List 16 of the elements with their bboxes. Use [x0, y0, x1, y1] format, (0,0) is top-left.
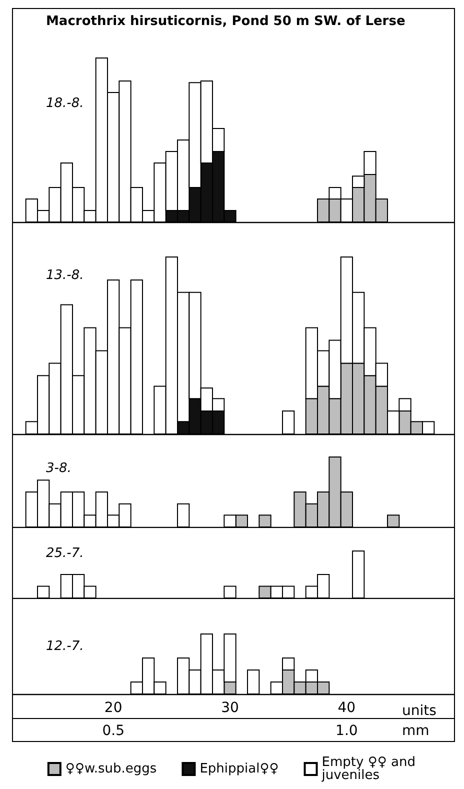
x-axis-title: units	[402, 703, 436, 719]
legend-label: Empty ♀♀ and juveniles	[320, 755, 420, 783]
chart-subtitle: 25.-7.	[46, 546, 84, 561]
x2-tick-label: 1.0	[336, 723, 358, 739]
chart-title: Macrothrix hirsuticornis, Pond 50 m SW. of Lerse	[46, 14, 406, 29]
x-tick-label: 30	[221, 700, 239, 716]
legend-label: Ephippial♀♀	[200, 762, 279, 776]
text: 13.-8.	[46, 268, 84, 283]
x-tick-label: 20	[104, 700, 122, 716]
legend-label: ♀♀w.sub.eggs	[65, 762, 157, 776]
x2-axis-title: mm	[402, 723, 430, 739]
chart-subtitle: 3-8.	[46, 461, 72, 476]
x2-tick-label: 0.5	[102, 723, 124, 739]
text: 18.-8.	[46, 96, 84, 111]
chart-subtitle: 12.-7.	[46, 639, 84, 654]
x-tick-label: 40	[338, 700, 356, 716]
